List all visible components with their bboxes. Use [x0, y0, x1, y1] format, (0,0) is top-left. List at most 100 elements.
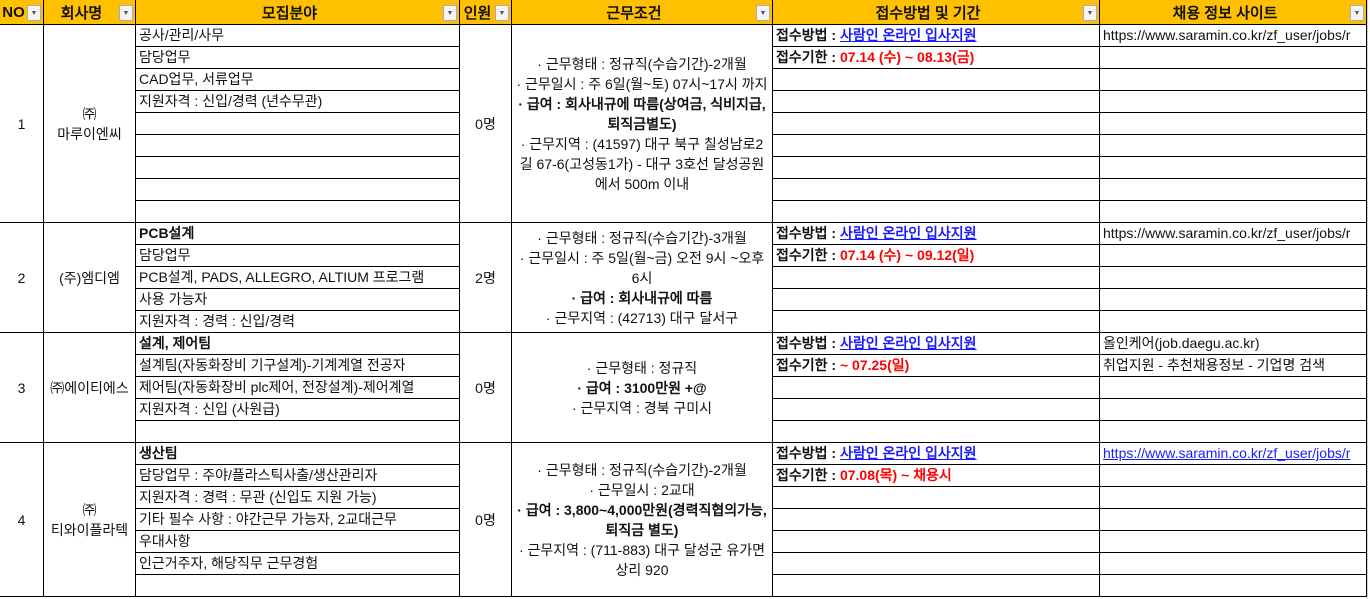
site-line[interactable] [1100, 531, 1366, 553]
apply-line[interactable] [773, 201, 1099, 222]
site-line[interactable] [1100, 157, 1366, 179]
filter-dropdown-button[interactable]: ▼ [495, 5, 509, 21]
site-line[interactable] [1100, 69, 1366, 91]
field-line[interactable]: 인근거주자, 해당직무 근무경험 [136, 553, 459, 575]
count-cell: 0명 [460, 333, 512, 443]
field-line[interactable]: CAD업무, 서류업무 [136, 69, 459, 91]
apply-line[interactable] [773, 553, 1099, 575]
apply-line[interactable] [773, 91, 1099, 113]
site-line[interactable] [1100, 201, 1366, 222]
site-line[interactable] [1100, 377, 1366, 399]
apply-line[interactable] [773, 311, 1099, 332]
field-line[interactable]: PCB설계, PADS, ALLEGRO, ALTIUM 프로그램 [136, 267, 459, 289]
site-cell: https://www.saramin.co.kr/zf_user/jobs/r [1100, 443, 1367, 597]
method-value-link[interactable]: 사람인 온라인 입사지원 [839, 225, 977, 241]
site-line[interactable] [1100, 465, 1366, 487]
site-line[interactable] [1100, 113, 1366, 135]
field-line[interactable]: 담당업무 [136, 47, 459, 69]
field-line[interactable]: 설계, 제어팀 [136, 333, 459, 355]
header-label: NO [2, 3, 25, 21]
field-line[interactable]: 제어팀(자동화장비 plc제어, 전장설계)-제어계열 [136, 377, 459, 399]
site-line[interactable] [1100, 179, 1366, 201]
field-line[interactable] [136, 179, 459, 201]
apply-line[interactable] [773, 531, 1099, 553]
field-line[interactable]: 기타 필수 사항 : 야간근무 가능자, 2교대근무 [136, 509, 459, 531]
filter-dropdown-button[interactable]: ▼ [1350, 5, 1364, 21]
method-value-link[interactable]: 사람인 온라인 입사지원 [839, 335, 977, 351]
apply-line[interactable] [773, 575, 1099, 596]
field-line[interactable]: 사용 가능자 [136, 289, 459, 311]
field-cell: 생산팀 담당업무 : 주야/플라스틱사출/생산관리자 지원자격 : 경력 : 무관 … [136, 443, 460, 597]
site-line[interactable] [1100, 135, 1366, 157]
apply-line[interactable] [773, 487, 1099, 509]
apply-line[interactable]: 접수방법 : 사람인 온라인 입사지원 [773, 25, 1099, 47]
apply-line[interactable]: 접수기한 : ~ 07.25(일) [773, 355, 1099, 377]
site-line[interactable] [1100, 289, 1366, 311]
apply-line[interactable] [773, 267, 1099, 289]
filter-dropdown-button[interactable]: ▼ [756, 5, 770, 21]
apply-line[interactable] [773, 135, 1099, 157]
apply-line[interactable] [773, 399, 1099, 421]
filter-dropdown-button[interactable]: ▼ [27, 5, 41, 21]
field-line[interactable] [136, 575, 459, 596]
apply-line[interactable] [773, 157, 1099, 179]
apply-line[interactable]: 접수방법 : 사람인 온라인 입사지원 [773, 333, 1099, 355]
condition-line: · 급여 : 회사내규에 따름(상여금, 식비지급, 퇴직금별도) [518, 95, 766, 132]
site-line[interactable] [1100, 487, 1366, 509]
field-line[interactable] [136, 421, 459, 442]
apply-line[interactable] [773, 113, 1099, 135]
chevron-down-icon: ▼ [498, 9, 506, 17]
apply-line[interactable] [773, 509, 1099, 531]
condition-line: · 근무형태 : 정규직(수습기간)-2개월 [537, 461, 747, 478]
apply-line[interactable]: 접수방법 : 사람인 온라인 입사지원 [773, 223, 1099, 245]
field-line[interactable]: 지원자격 : 경력 : 신입/경력 [139, 313, 296, 329]
field-line[interactable]: 공사/관리/사무 [136, 25, 459, 47]
field-line[interactable] [136, 113, 459, 135]
field-line[interactable]: 생산팀 [136, 443, 459, 465]
filter-dropdown-button[interactable]: ▼ [1083, 5, 1097, 21]
field-line[interactable] [136, 201, 459, 222]
field-line[interactable]: PCB설계 [136, 223, 459, 245]
site-line[interactable] [1100, 399, 1366, 421]
site-line[interactable] [1100, 91, 1366, 113]
field-line[interactable]: 담당업무 : 주야/플라스틱사출/생산관리자 [136, 465, 459, 487]
apply-line[interactable] [773, 289, 1099, 311]
field-line[interactable]: 지원자격 : 신입 (사원급) [136, 399, 459, 421]
field-line[interactable]: 설계팀(자동화장비 기구설계)-기계계열 전공자 [136, 355, 459, 377]
apply-line[interactable]: 접수기한 : 07.14 (수) ~ 09.12(일) [773, 245, 1099, 267]
field-line[interactable]: 우대사항 [136, 531, 459, 553]
company-name: ㈜에이티에스 [50, 379, 129, 396]
field-line[interactable] [136, 135, 459, 157]
field-line[interactable]: 담당업무 [136, 245, 459, 267]
apply-line[interactable] [773, 377, 1099, 399]
site-text[interactable]: 취업지원 - 추천채용정보 - 기업명 검색 [1100, 355, 1366, 377]
site-text[interactable]: https://www.saramin.co.kr/zf_user/jobs/r [1100, 25, 1366, 47]
site-line[interactable] [1100, 47, 1366, 69]
apply-line[interactable] [773, 69, 1099, 91]
apply-line[interactable] [773, 179, 1099, 201]
field-line[interactable]: 지원자격 : 신입/경력 (년수무관) [136, 91, 459, 113]
site-link[interactable]: https://www.saramin.co.kr/zf_user/jobs/r [1100, 443, 1366, 465]
apply-line[interactable] [773, 421, 1099, 442]
apply-line[interactable]: 접수방법 : 사람인 온라인 입사지원 [773, 443, 1099, 465]
header-label: 채용 정보 사이트 [1172, 4, 1278, 22]
method-value-link[interactable]: 사람인 온라인 입사지원 [839, 27, 977, 43]
filter-dropdown-button[interactable]: ▼ [119, 5, 133, 21]
filter-dropdown-button[interactable]: ▼ [443, 5, 457, 21]
site-line[interactable] [1100, 553, 1366, 575]
method-value-link[interactable]: 사람인 온라인 입사지원 [839, 445, 977, 461]
site-text[interactable]: 올인케어(job.daegu.ac.kr) [1100, 333, 1366, 355]
site-text[interactable]: https://www.saramin.co.kr/zf_user/jobs/r [1100, 223, 1366, 245]
site-line[interactable] [1100, 245, 1366, 267]
site-line[interactable] [1100, 267, 1366, 289]
site-line[interactable] [1100, 311, 1366, 332]
site-line[interactable] [1100, 421, 1366, 442]
field-line[interactable] [136, 157, 459, 179]
chevron-down-icon: ▼ [446, 9, 454, 17]
field-line[interactable]: 지원자격 : 경력 : 무관 (신입도 지원 가능) [136, 487, 459, 509]
site-line[interactable] [1100, 509, 1366, 531]
apply-line[interactable]: 접수기한 : 07.14 (수) ~ 08.13(금) [773, 47, 1099, 69]
company-name: ㈜ 마루이엔씨 [57, 105, 122, 142]
site-line[interactable] [1100, 575, 1366, 596]
apply-line[interactable]: 접수기한 : 07.08(목) ~ 채용시 [773, 465, 1099, 487]
